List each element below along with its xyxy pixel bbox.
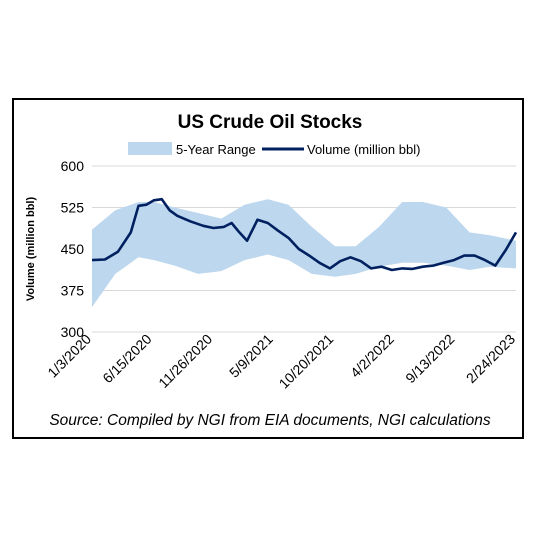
legend-label-line: Volume (million bbl) — [307, 142, 420, 157]
x-tick-label: 10/20/2021 — [276, 331, 337, 392]
source-note: Source: Compiled by NGI from EIA documen… — [49, 412, 491, 429]
volume-line-layer — [91, 197, 518, 272]
legend: 5-Year Range Volume (million bbl) — [128, 142, 420, 157]
x-tick-label: 9/13/2022 — [402, 331, 458, 387]
y-tick-label-525: 525 — [61, 200, 85, 216]
chart-title: US Crude Oil Stocks — [178, 112, 363, 133]
y-tick-label-600: 600 — [61, 158, 85, 174]
x-tick-label: 6/15/2020 — [99, 331, 155, 387]
x-tick-label: 11/26/2020 — [155, 331, 215, 391]
y-axis-label: Volume (million bbl) — [25, 197, 37, 302]
x-tick-label: 5/9/2021 — [226, 331, 276, 381]
x-tick-label: 4/2/2022 — [347, 331, 397, 381]
legend-label-band: 5-Year Range — [176, 142, 256, 157]
y-tick-label-300: 300 — [61, 324, 85, 340]
y-tick-label-375: 375 — [61, 283, 85, 299]
y-tick-label-450: 450 — [61, 241, 85, 257]
legend-swatch-band — [128, 142, 172, 155]
volume-line — [91, 197, 518, 272]
x-tick-label: 2/24/2023 — [463, 331, 519, 387]
